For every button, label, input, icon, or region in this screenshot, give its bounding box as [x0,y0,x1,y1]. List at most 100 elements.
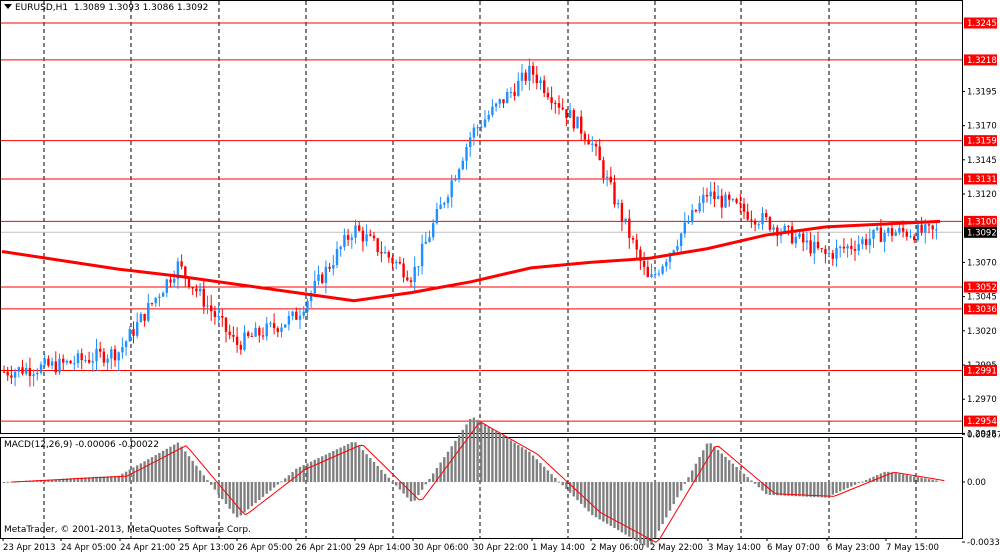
candle-body [894,232,897,236]
candle-body [594,143,598,147]
macd-bar [250,482,254,507]
candle-body [302,311,305,316]
candle-body [247,332,250,336]
candle-body [432,223,435,238]
candle-body [187,277,191,288]
candle-body [853,248,857,251]
candle-body [110,349,113,359]
macd-bar [750,480,753,482]
candle-body [365,234,368,242]
candle-body [176,261,180,279]
candle-body [824,248,827,254]
time-label: 29 Apr 14:00 [355,543,410,553]
macd-bar [99,476,102,482]
candle-body [10,375,13,378]
macd-bar [228,482,231,509]
candle-body [124,341,128,348]
macd-bar [128,469,131,482]
macd-bar [439,462,442,482]
candle-body [827,253,831,255]
candle-body [47,358,50,366]
macd-bar [469,419,472,482]
candle-body [620,203,624,222]
macd-bar [753,482,757,484]
macd-bar [931,479,934,482]
macd-bar [494,431,498,482]
macd-bar [420,482,424,490]
time-label: 2 May 22:00 [650,543,703,553]
candle-body [276,328,279,332]
macd-bar [935,480,938,482]
macd-bar [202,475,205,482]
candle-body [198,288,202,292]
macd-bar [165,448,168,482]
macd-bar [561,482,564,486]
macd-bar [76,477,80,482]
macd-bar [210,482,213,485]
macd-bar [861,481,864,483]
macd-bar [150,457,154,482]
candle-body [876,227,879,230]
macd-bar [480,422,483,482]
macd-bar [124,471,128,482]
macd-bar [58,479,61,482]
macd-bar [324,454,328,482]
macd-bar [657,482,661,531]
macd-bar [672,482,675,504]
candle-body [557,103,561,108]
macd-bar [528,451,531,482]
macd-bar [372,462,376,482]
macd-bar [898,473,901,482]
macd-bar [376,465,379,482]
macd-bar [435,468,439,482]
candle-body [531,65,535,75]
candle-body [776,227,779,236]
candle-body [376,238,379,252]
candle-body [154,297,157,304]
level-price-text: 1.3159 [967,137,997,147]
candle-body [369,234,372,236]
candle-body [535,74,538,84]
macd-bar [287,475,291,482]
macd-bar [901,474,905,482]
macd-bar [361,450,365,482]
candle-body [746,211,749,220]
macd-bar [890,472,894,482]
candle-body [424,241,427,244]
macd-bar [550,474,553,482]
candle-body [413,266,416,283]
macd-bar [517,444,520,482]
macd-bar [654,482,657,538]
candle-body [158,296,161,298]
price-tick-label: 1.3145 [967,156,997,166]
candle-body [73,363,76,365]
level-price-text: 1.3131 [967,175,997,185]
collapse-arrow-icon[interactable] [4,4,12,9]
macd-bar [927,479,931,482]
macd-bar [276,482,279,485]
macd-bar [768,482,772,495]
macd-bar [524,449,527,482]
candle-body [713,191,716,200]
candle-body [517,80,520,96]
candle-body [931,225,934,230]
candle-body [372,235,376,239]
candle-body [879,227,883,242]
macd-bar [2,482,6,483]
candle-body [84,359,87,361]
macd-bar [450,446,453,482]
macd-bar [716,450,720,482]
macd-bar [905,475,908,482]
macd-bar [916,477,920,482]
time-label: 7 May 15:00 [886,543,939,553]
time-label: 24 Apr 05:00 [61,543,116,553]
candle-body [261,335,265,337]
candle-body [864,239,868,246]
candle-body [254,327,257,337]
candle-body [813,241,816,254]
chart-header: EURUSD,H1 1.3089 1.3093 1.3086 1.3092 [4,3,208,13]
macd-bar [47,479,50,482]
candle-body [21,367,24,374]
candle-body [783,225,786,233]
